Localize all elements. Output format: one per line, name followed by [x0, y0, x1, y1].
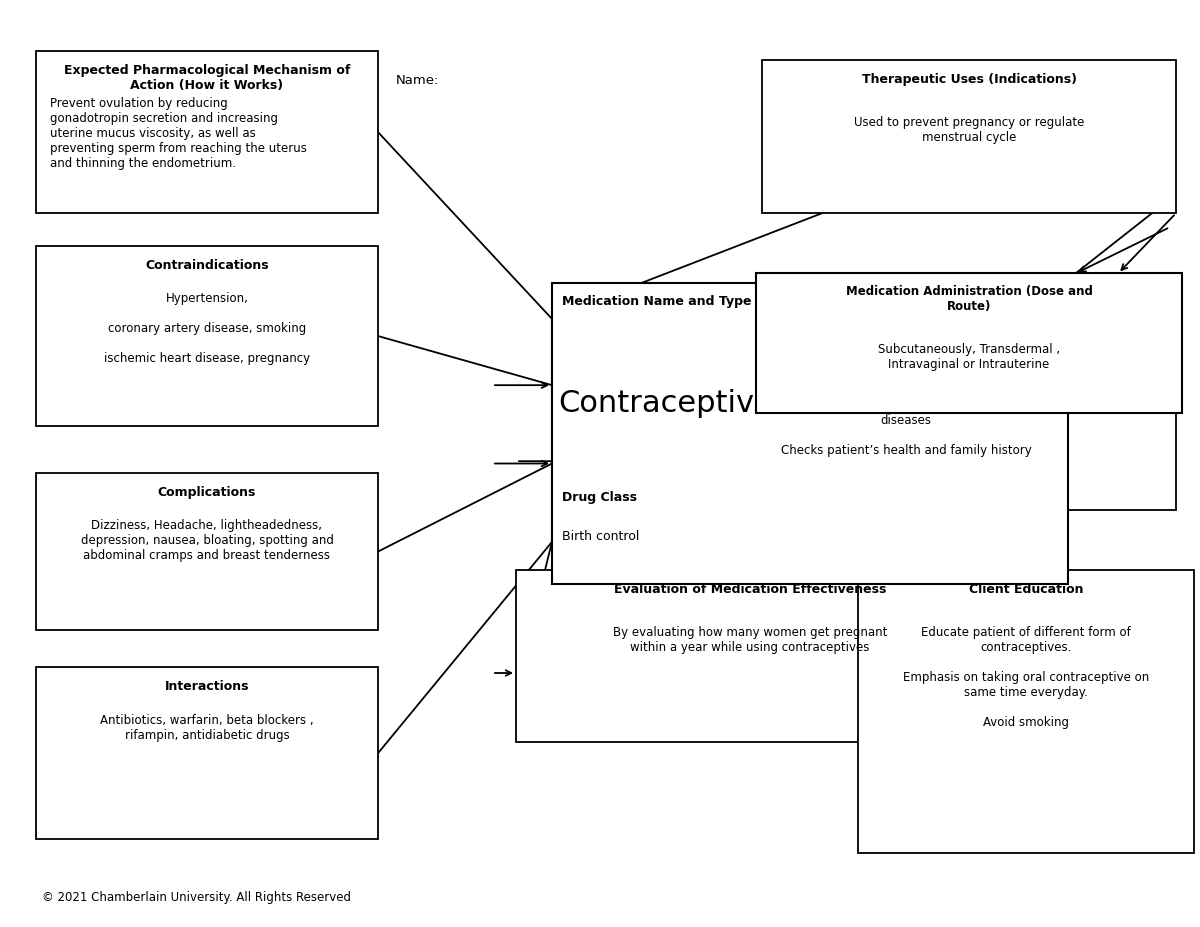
FancyBboxPatch shape: [36, 51, 378, 213]
Text: Drug Class: Drug Class: [562, 491, 637, 504]
Text: Medication Name and Type: Medication Name and Type: [562, 295, 751, 308]
Text: Client Education: Client Education: [968, 583, 1084, 596]
Text: © 2021 Chamberlain University. All Rights Reserved: © 2021 Chamberlain University. All Right…: [42, 891, 352, 904]
FancyBboxPatch shape: [36, 473, 378, 630]
Text: Antibiotics, warfarin, beta blockers ,
rifampin, antidiabetic drugs: Antibiotics, warfarin, beta blockers , r…: [100, 714, 314, 742]
Text: Subcutaneously, Transdermal ,
Intravaginal or Intrauterine: Subcutaneously, Transdermal , Intravagin…: [878, 343, 1060, 371]
Text: By evaluating how many women get pregnant
within a year while using contraceptiv: By evaluating how many women get pregnan…: [613, 626, 887, 654]
Text: Birth control: Birth control: [562, 530, 638, 543]
Text: Name:: Name:: [396, 74, 439, 87]
Text: Interactions: Interactions: [164, 680, 250, 693]
Text: Check if patient has no cardiovascular
diseases

Checks patient’s health and fam: Check if patient has no cardiovascular d…: [781, 399, 1031, 457]
FancyBboxPatch shape: [36, 667, 378, 839]
Text: Used to prevent pregnancy or regulate
menstrual cycle: Used to prevent pregnancy or regulate me…: [854, 116, 1084, 144]
Text: Contraindications: Contraindications: [145, 259, 269, 272]
FancyBboxPatch shape: [552, 283, 1068, 584]
Text: Contraceptives: Contraceptives: [558, 388, 788, 418]
FancyBboxPatch shape: [636, 348, 1176, 510]
FancyBboxPatch shape: [756, 273, 1182, 413]
Text: Medication Administration (Dose and
Route): Medication Administration (Dose and Rout…: [846, 285, 1092, 312]
FancyBboxPatch shape: [516, 570, 984, 742]
Text: Evaluation of Medication Effectiveness: Evaluation of Medication Effectiveness: [614, 583, 886, 596]
Text: Expected Pharmacological Mechanism of
Action (How it Works): Expected Pharmacological Mechanism of Ac…: [64, 64, 350, 92]
Text: Educate patient of different form of
contraceptives.

Emphasis on taking oral co: Educate patient of different form of con…: [902, 626, 1150, 729]
Text: Nursing Interventions: Nursing Interventions: [829, 361, 983, 374]
Text: Hypertension,

coronary artery disease, smoking

ischemic heart disease, pregnan: Hypertension, coronary artery disease, s…: [104, 292, 310, 365]
Text: Therapeutic Uses (Indications): Therapeutic Uses (Indications): [862, 73, 1076, 86]
Text: Prevent ovulation by reducing
gonadotropin secretion and increasing
uterine mucu: Prevent ovulation by reducing gonadotrop…: [50, 97, 307, 171]
Text: Complications: Complications: [158, 486, 256, 499]
FancyBboxPatch shape: [762, 60, 1176, 213]
FancyBboxPatch shape: [36, 246, 378, 426]
Text: Dizziness, Headache, lightheadedness,
depression, nausea, bloating, spotting and: Dizziness, Headache, lightheadedness, de…: [80, 519, 334, 562]
FancyBboxPatch shape: [858, 570, 1194, 853]
